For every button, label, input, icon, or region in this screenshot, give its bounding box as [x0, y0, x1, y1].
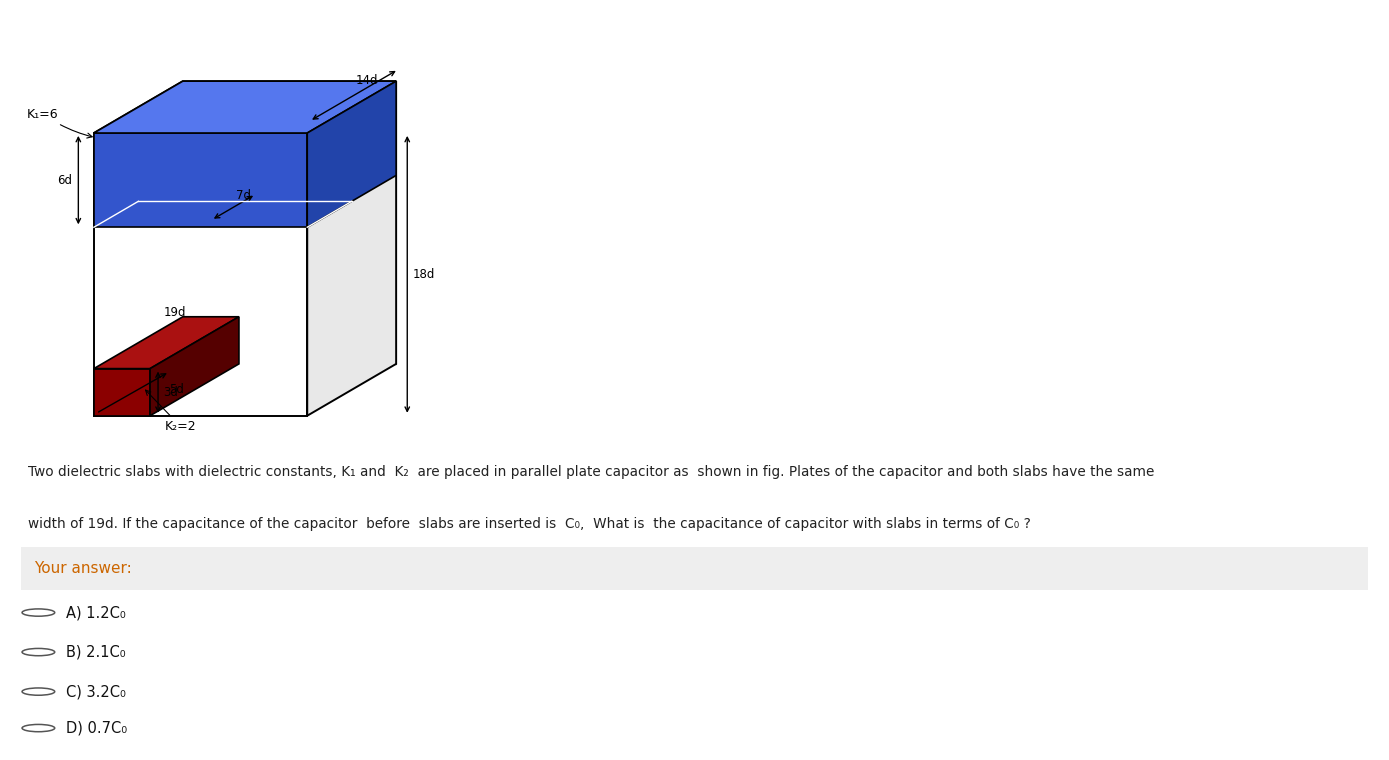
Polygon shape	[94, 81, 396, 133]
Text: Your answer:: Your answer:	[35, 561, 132, 576]
Text: 7d: 7d	[236, 188, 250, 201]
Polygon shape	[94, 133, 307, 227]
Polygon shape	[94, 317, 239, 369]
Text: K₁=6: K₁=6	[28, 108, 92, 138]
Polygon shape	[94, 369, 150, 416]
Polygon shape	[150, 317, 239, 416]
Text: 18d: 18d	[413, 268, 435, 281]
Text: Two dielectric slabs with dielectric constants, K₁ and  K₂  are placed in parall: Two dielectric slabs with dielectric con…	[28, 465, 1154, 479]
Text: 6d: 6d	[57, 173, 72, 187]
Text: 3d: 3d	[164, 385, 178, 399]
FancyBboxPatch shape	[21, 547, 1368, 590]
Text: B) 2.1C₀: B) 2.1C₀	[65, 644, 125, 660]
Polygon shape	[307, 81, 396, 416]
Text: 5d: 5d	[169, 383, 185, 396]
Polygon shape	[307, 81, 396, 227]
Text: A) 1.2C₀: A) 1.2C₀	[65, 605, 125, 620]
Text: 14d: 14d	[356, 74, 379, 87]
Text: K₂=2: K₂=2	[146, 390, 197, 433]
Text: C) 3.2C₀: C) 3.2C₀	[65, 684, 125, 699]
Polygon shape	[94, 81, 396, 133]
Text: width of 19d. If the capacitance of the capacitor  before  slabs are inserted is: width of 19d. If the capacitance of the …	[28, 517, 1031, 530]
Text: D) 0.7C₀: D) 0.7C₀	[65, 720, 126, 736]
Text: 19d: 19d	[164, 306, 186, 318]
Polygon shape	[94, 133, 307, 416]
